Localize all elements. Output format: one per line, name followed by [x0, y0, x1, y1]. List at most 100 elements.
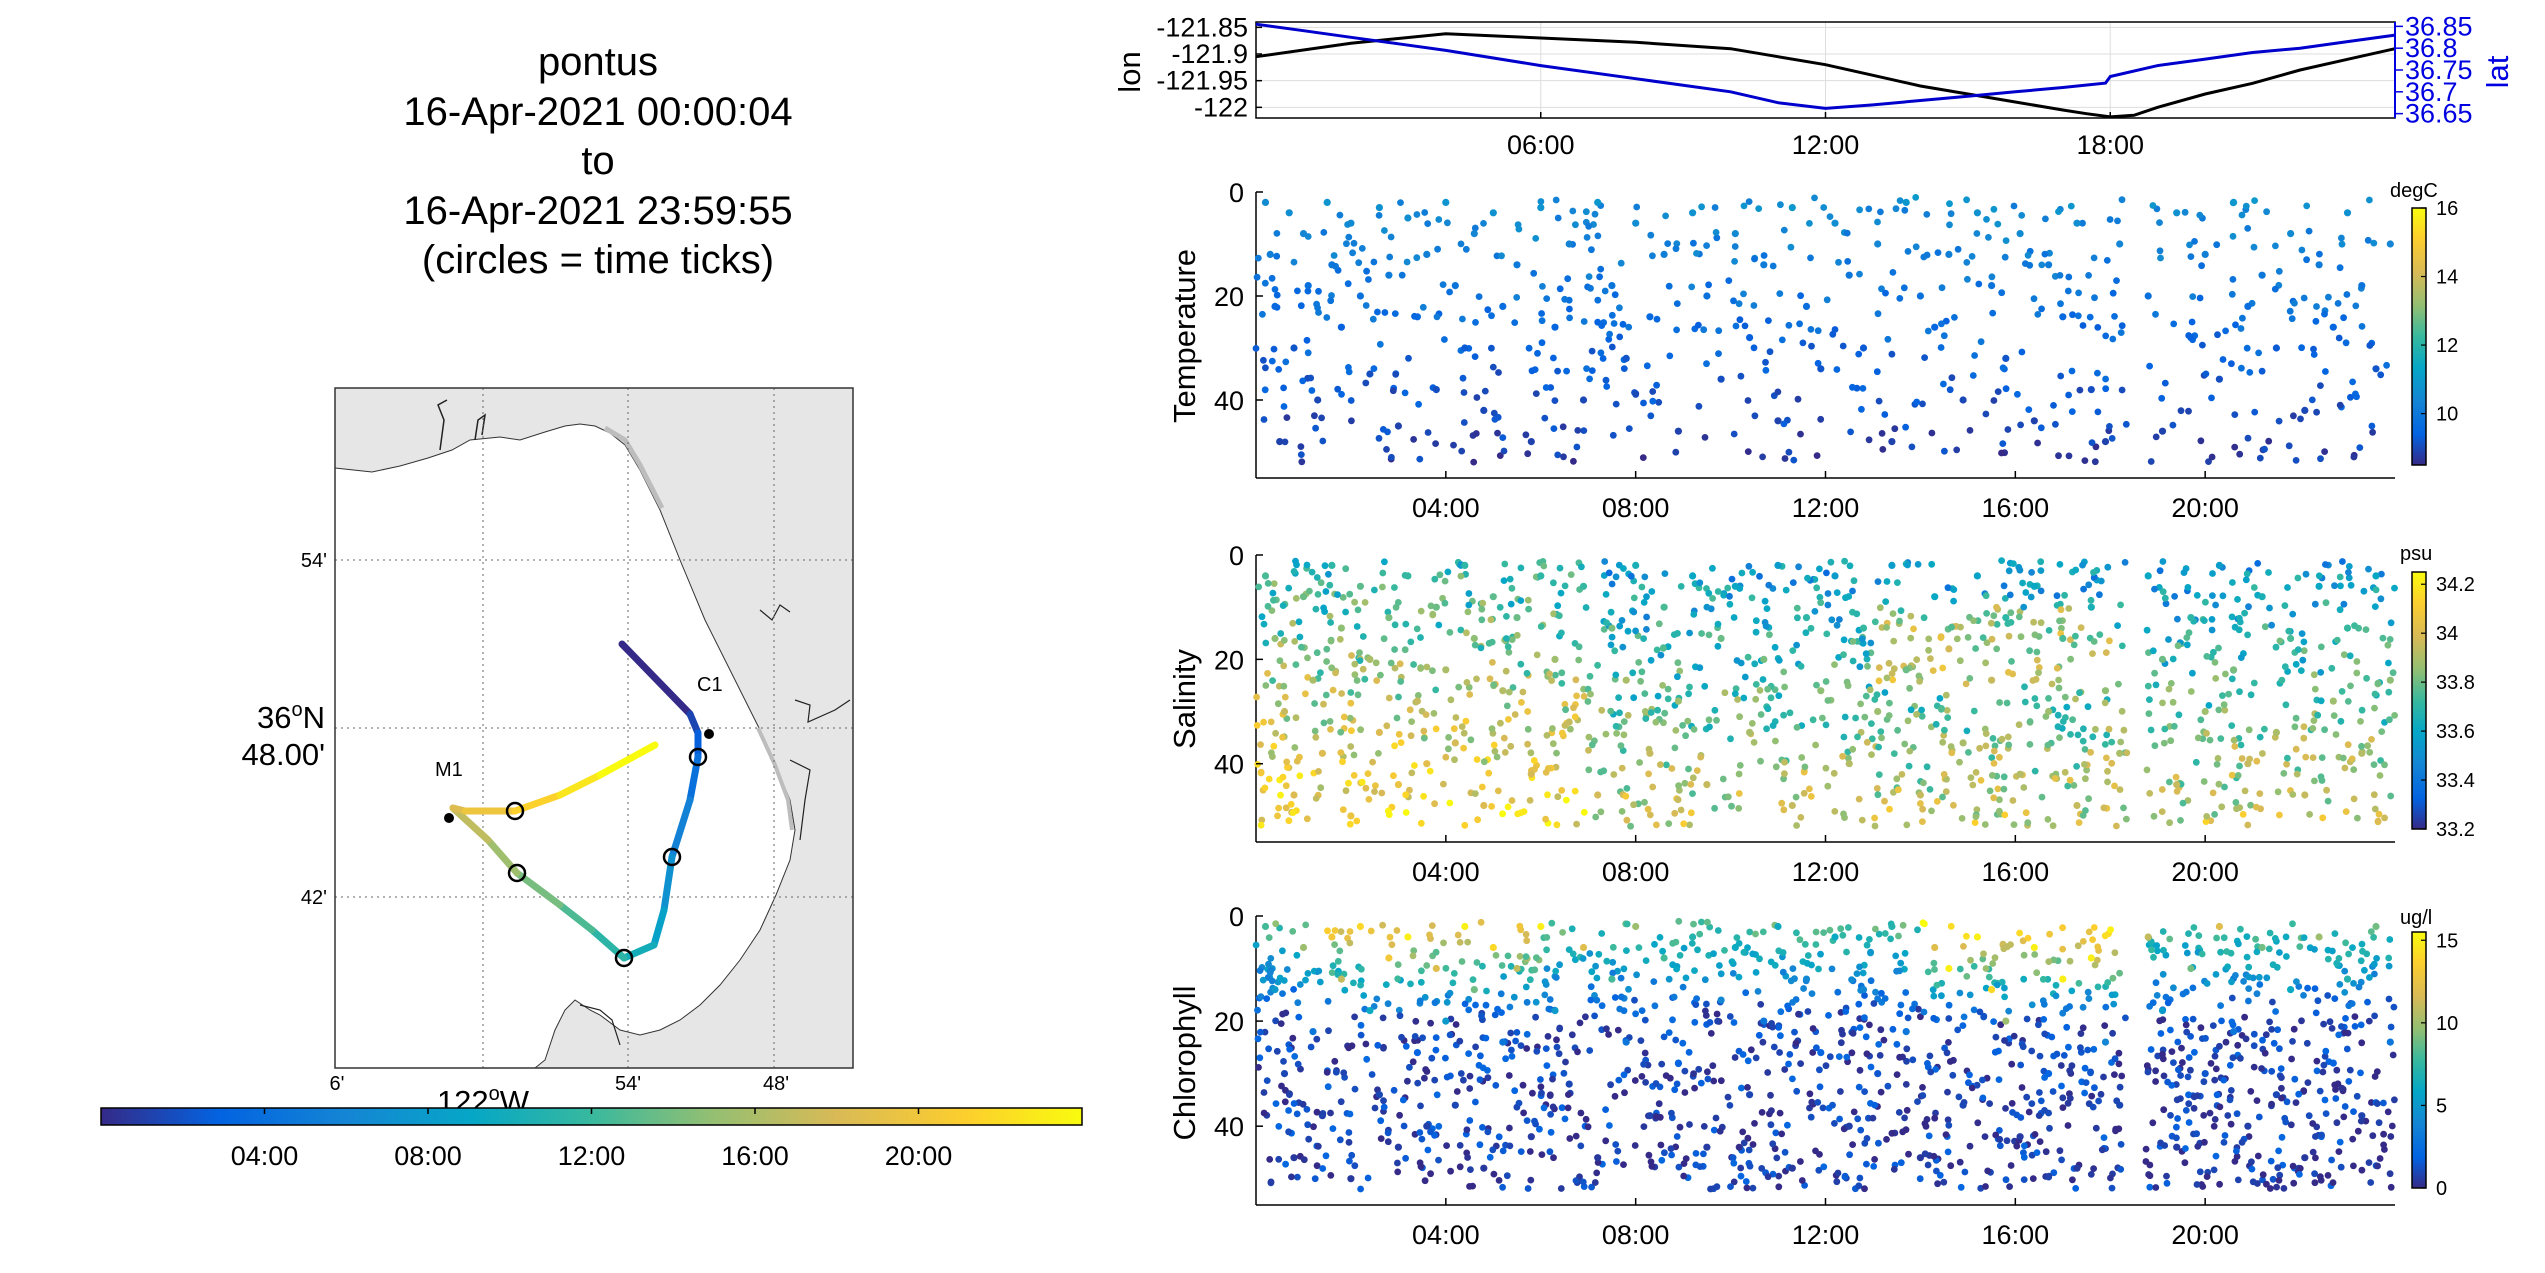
scatter-point	[1776, 1049, 1783, 1056]
scatter-point	[1674, 659, 1682, 667]
scatter-point	[2021, 1142, 2028, 1150]
scatter-point	[1795, 563, 1802, 571]
scatter-point	[1263, 995, 1271, 1002]
scatter-point	[1673, 240, 1681, 248]
scatter-point	[1988, 635, 1996, 643]
scatter-point	[1506, 1124, 1513, 1132]
scatter-point	[1749, 568, 1756, 576]
scatter-point	[2013, 1142, 2021, 1150]
scatter-point	[1259, 310, 1266, 318]
scatter-point	[1876, 1052, 1884, 1059]
scatter-point	[2189, 1015, 2197, 1023]
scatter-point	[1496, 603, 1504, 611]
scatter-point	[1508, 1046, 1515, 1054]
scatter-point	[1516, 922, 1524, 930]
scatter-point	[1996, 1135, 2004, 1143]
scatter-point	[1931, 1114, 1939, 1122]
scatter-point	[2190, 1104, 2198, 1112]
scatter-point	[1503, 1172, 1511, 1180]
scatter-point	[1491, 1011, 1499, 1019]
scatter-point	[2335, 1031, 2343, 1039]
scatter-point	[1895, 932, 1902, 940]
data-point	[1271, 986, 1279, 994]
scatter-point	[2299, 656, 2307, 664]
scatter-point	[2105, 725, 2113, 733]
scatter-point	[1396, 660, 1404, 668]
scatter-point	[2229, 232, 2237, 240]
scatter-point	[1322, 1152, 1330, 1160]
scatter-point	[1804, 574, 1811, 582]
scatter-point	[1895, 1109, 1903, 1116]
scatter-point	[1289, 928, 1297, 935]
scatter-point	[1568, 1031, 1576, 1039]
scatter-point	[1875, 1041, 1883, 1048]
scatter-point	[2181, 208, 2189, 216]
scatter-point	[2253, 757, 2261, 765]
scatter-point	[1370, 258, 1378, 266]
scatter-point	[1864, 662, 1871, 670]
scatter-point	[2309, 1120, 2317, 1127]
scatter-point	[2113, 822, 2120, 830]
scatter-point	[1433, 313, 1441, 321]
scatter-point	[1466, 1085, 1474, 1092]
scatter-point	[1345, 1044, 1353, 1052]
scatter-point	[2121, 559, 2129, 566]
scatter-point	[1524, 725, 1532, 733]
scatter-point	[1736, 316, 1744, 324]
data-point	[1888, 922, 1896, 931]
scatter-point	[1717, 1077, 1725, 1085]
scatter-point	[2081, 746, 2089, 753]
scatter-point	[2199, 1183, 2207, 1190]
scatter-point	[1752, 617, 1760, 625]
scatter-point	[1617, 974, 1625, 982]
scatter-point	[2238, 211, 2246, 219]
scatter-point	[1432, 686, 1440, 694]
data-point	[2329, 697, 2337, 705]
scatter-point	[2072, 1185, 2080, 1192]
scatter-point	[1395, 1006, 1403, 1014]
scatter-point	[1775, 657, 1783, 664]
scatter-point	[1391, 664, 1399, 672]
scatter-point	[1334, 591, 1341, 598]
scatter-point	[2305, 227, 2313, 235]
scatter-point	[2265, 945, 2273, 953]
scatter-point	[2150, 953, 2157, 961]
scatter-point	[1576, 1019, 1584, 1027]
scatter-point	[2065, 605, 2073, 612]
scatter-point	[1654, 692, 1662, 700]
scatter-point	[1773, 1154, 1781, 1162]
time-colorbar-ticks: 04:00 08:00 12:00 16:00 20:00	[231, 1108, 952, 1171]
scatter-point	[2158, 786, 2166, 793]
scatter-point	[2046, 1124, 2053, 1132]
scatter-point	[1979, 1094, 1987, 1102]
scatter-point	[2015, 721, 2023, 729]
data-point	[2087, 603, 2095, 611]
scatter-point	[1781, 1148, 1789, 1156]
scatter-point	[2231, 443, 2239, 451]
scatter-point	[2242, 1035, 2250, 1043]
scatter-point	[2321, 726, 2329, 734]
scatter-point	[1706, 1019, 1714, 1026]
scatter-point	[2049, 1088, 2057, 1095]
scatter-point	[1654, 706, 1661, 714]
scatter-point	[1729, 970, 1737, 977]
scatter-point	[1713, 1183, 1721, 1191]
time-tick-circle	[688, 747, 708, 767]
scatter-point	[1993, 645, 2001, 653]
scatter-point	[1848, 976, 1855, 984]
scatter-point	[1555, 612, 1563, 620]
scatter-point	[1255, 583, 1263, 591]
scatter-point	[1747, 1046, 1755, 1054]
scatter-point	[1982, 965, 1990, 972]
data-point	[1261, 572, 1270, 580]
data-point	[1347, 1175, 1355, 1183]
scatter-point	[1580, 427, 1588, 434]
scatter-point	[1681, 1067, 1689, 1075]
scatter-point	[2035, 1112, 2043, 1119]
scatter-point	[1618, 764, 1626, 772]
scatter-point	[2206, 736, 2214, 744]
scatter-point	[1920, 779, 1927, 787]
scatter-point	[1519, 1081, 1527, 1089]
scatter-point	[2333, 636, 2341, 644]
scatter-point	[2259, 1036, 2266, 1044]
